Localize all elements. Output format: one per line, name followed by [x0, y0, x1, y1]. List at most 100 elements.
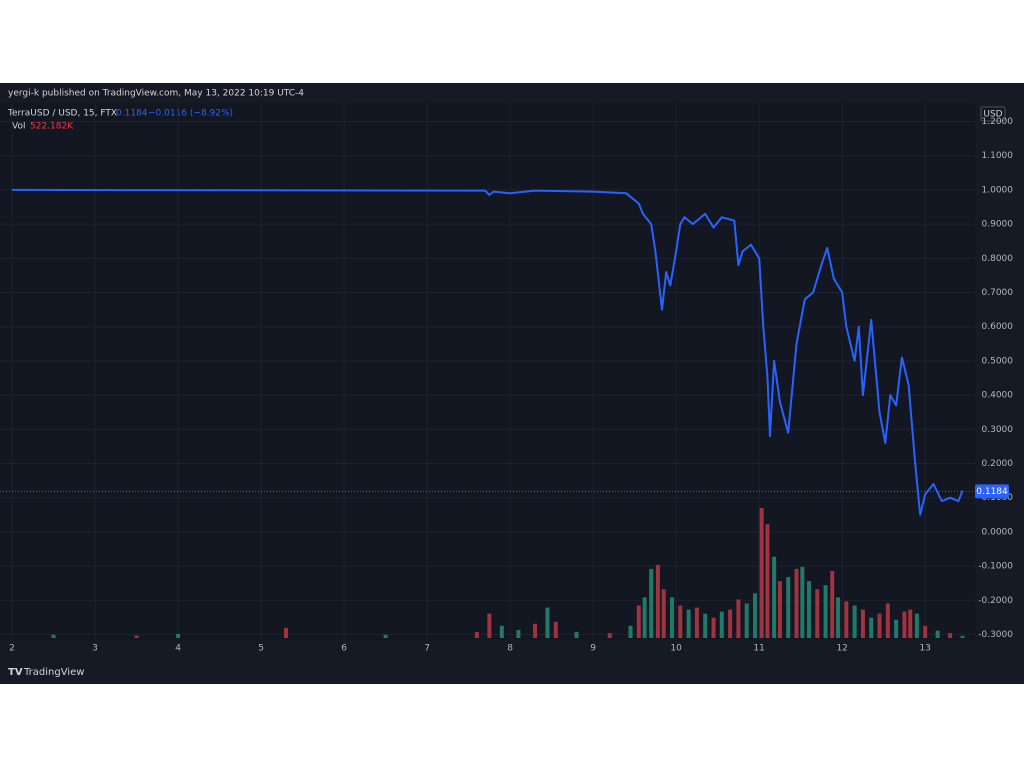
volume-bar: [736, 599, 741, 638]
volume-bar: [176, 633, 181, 638]
price-line: [11, 188, 964, 516]
volume-bar: [678, 605, 683, 638]
volume-bar: [607, 633, 612, 638]
y-tick-label: -0.3000: [978, 630, 1013, 640]
volume-bar: [948, 633, 953, 638]
y-tick-label: 0.7000: [982, 288, 1014, 298]
volume-bar: [914, 613, 919, 638]
volume-bar: [642, 597, 647, 638]
chart-title: yergi-k published on TradingView.com, Ma…: [8, 89, 304, 99]
y-tick-label: 1.0000: [982, 185, 1014, 195]
volume-bar: [877, 613, 882, 638]
volume-bar: [815, 589, 820, 638]
x-tick-label: 8: [507, 644, 513, 654]
volume-bar: [860, 609, 865, 638]
volume-bar: [669, 597, 674, 638]
volume-label: 522.182K: [30, 122, 74, 132]
volume-bar: [636, 605, 641, 638]
y-tick-label: 1.2000: [982, 117, 1014, 127]
y-tick-label: 0.5000: [982, 356, 1014, 366]
volume-bar: [836, 597, 841, 638]
volume-bar: [703, 613, 708, 638]
volume-bar: [935, 630, 940, 638]
symbol: TerraUSD / USD, 15, FTX: [7, 109, 117, 119]
brand: TradingView: [23, 667, 84, 678]
volume-bar: [777, 581, 782, 638]
volume-bar: [830, 570, 835, 638]
volume-name: Vol: [12, 122, 25, 132]
x-tick-label: 10: [670, 644, 682, 654]
x-tick-label: 2: [9, 644, 15, 654]
volume-bar: [694, 607, 699, 638]
volume-bar: [719, 611, 724, 638]
y-tick-label: 0.4000: [982, 391, 1014, 401]
volume-bar: [51, 634, 56, 638]
volume-bar: [786, 577, 791, 638]
y-tick-label: 0.6000: [982, 322, 1014, 332]
volume-bar: [545, 607, 550, 638]
volume-bar: [134, 635, 139, 638]
volume-bar: [574, 631, 579, 638]
y-tick-label: -0.1000: [978, 562, 1013, 572]
x-tick-label: 7: [424, 644, 430, 654]
y-tick-label: -0.2000: [978, 596, 1013, 606]
volume-bar: [759, 508, 764, 638]
volume-bar: [516, 629, 521, 638]
x-tick-label: 13: [919, 644, 930, 654]
volume-bar: [283, 627, 288, 638]
volume-bar: [553, 621, 558, 638]
volume-bar: [794, 568, 799, 638]
x-tick-label: 4: [175, 644, 181, 654]
y-tick-label: 0.2000: [982, 459, 1014, 469]
y-tick-label: 0.9000: [982, 220, 1014, 230]
volume-bar: [383, 634, 388, 638]
y-tick-label: 1.1000: [982, 151, 1014, 161]
x-tick-label: 11: [753, 644, 764, 654]
y-tick-label: 0.3000: [982, 425, 1014, 435]
volume-bar: [728, 609, 733, 638]
volume-bar: [686, 609, 691, 638]
volume-bar: [655, 564, 660, 638]
x-tick-label: 3: [92, 644, 98, 654]
last-price-tag: 0.1184: [976, 487, 1008, 497]
x-tick-label: 6: [341, 644, 347, 654]
volume-bar: [894, 619, 899, 638]
svg-text:TV: TV: [8, 667, 23, 678]
volume-bar: [649, 568, 654, 638]
x-tick-label: 12: [836, 644, 847, 654]
volume-bar: [772, 556, 777, 638]
y-tick-label: 0.0000: [982, 527, 1014, 537]
currency[interactable]: USD: [983, 110, 1002, 120]
volume-bar: [753, 593, 758, 638]
volume-bar: [661, 589, 666, 638]
volume-bar: [869, 617, 874, 638]
volume-bar: [844, 601, 849, 638]
volume-bar: [711, 617, 716, 638]
last-price-box: [975, 484, 1009, 499]
volume-bar: [852, 605, 857, 638]
y-tick-label: 0.8000: [982, 254, 1014, 264]
volume-bar: [885, 603, 890, 638]
plot-area: [0, 103, 975, 640]
volume-bar: [923, 625, 928, 638]
volume-bar: [487, 613, 492, 638]
x-tick-label: 5: [258, 644, 264, 654]
volume-bar: [823, 585, 828, 638]
volume-bar: [908, 609, 913, 638]
volume-bar: [628, 625, 633, 638]
logo: TV: [8, 667, 23, 678]
volume-bar: [474, 631, 479, 638]
volume-bar: [765, 524, 770, 638]
volume-bar: [499, 625, 504, 638]
currency-box[interactable]: [980, 106, 1006, 122]
volume-bar: [902, 611, 907, 638]
volume-bar: [800, 566, 805, 638]
volume-bar: [960, 635, 965, 638]
volume-bar: [744, 603, 749, 638]
volume-bar: [533, 623, 538, 638]
change: −0.0116 (−8.92%): [148, 109, 233, 119]
volume-bar: [806, 581, 811, 638]
last-price: 0.1184: [116, 109, 148, 119]
x-tick-label: 9: [590, 644, 596, 654]
